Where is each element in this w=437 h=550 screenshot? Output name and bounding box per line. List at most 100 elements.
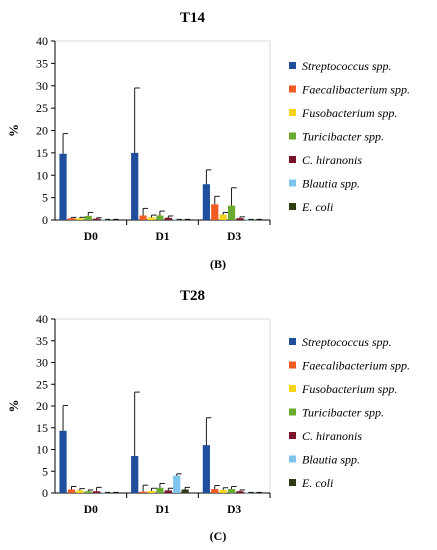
plot-area <box>54 318 271 494</box>
bar-D1-series-2 <box>139 215 147 220</box>
bar-D0-series-6 <box>101 492 109 494</box>
bar-D3-series-2 <box>211 489 219 493</box>
panel-label: (C) <box>210 529 227 543</box>
legend-label: Blautia spp. <box>302 453 360 467</box>
legend-swatch <box>289 132 296 140</box>
y-tick-label: 0 <box>42 213 48 227</box>
x-category-label: D3 <box>227 504 241 516</box>
legend-label: Fusobacterium spp. <box>301 382 397 396</box>
y-tick-label: 25 <box>36 101 48 115</box>
bar-D1-series-7 <box>181 489 189 493</box>
chart-title: T14 <box>180 10 206 26</box>
bar-D3-series-3 <box>219 214 227 220</box>
legend-label: Streptococcus spp. <box>302 59 392 73</box>
bar-D0-series-1 <box>59 153 67 220</box>
legend-swatch <box>289 85 296 93</box>
bar-D0-series-7 <box>109 219 118 221</box>
x-category-label: D1 <box>155 231 169 243</box>
legend-label: Streptococcus spp. <box>302 335 392 349</box>
legend-swatch <box>289 455 296 463</box>
y-tick-label: 20 <box>36 399 48 413</box>
bar-D3-series-5 <box>236 491 244 493</box>
chart-panel-T14: T14 0 5 10 15 20 25 30 35 40% D0 D1 D3 Streptococcus … <box>6 10 410 271</box>
x-category-label: D0 <box>84 231 98 243</box>
bar-D3-series-6 <box>244 219 252 221</box>
x-category-label: D1 <box>155 504 169 516</box>
plot-area <box>54 40 271 221</box>
bar-D0-series-5 <box>93 218 101 220</box>
legend-swatch <box>289 62 296 69</box>
legend-label: Turicibacter spp. <box>302 406 384 420</box>
bar-D1-series-3 <box>147 217 156 220</box>
x-category-label: D3 <box>227 231 241 243</box>
legend-swatch <box>289 408 296 416</box>
y-tick-label: 20 <box>36 124 48 138</box>
bar-D1-series-1 <box>131 456 139 493</box>
bar-D1-series-4 <box>156 215 164 220</box>
legend-swatch <box>289 479 296 486</box>
bar-D3-series-2 <box>211 204 219 220</box>
y-tick-label: 40 <box>36 312 48 326</box>
legend-swatch <box>289 156 296 163</box>
y-tick-label: 40 <box>36 34 48 48</box>
bar-D0-series-4 <box>84 215 92 220</box>
y-axis-label: % <box>6 400 21 413</box>
panel-label: (B) <box>210 257 226 271</box>
chart-panel-T28: T28 0 5 10 15 20 25 30 35 40% D0 D1 D3 Streptococcus … <box>6 288 410 543</box>
legend-label: Faecalibacterium spp. <box>301 83 410 97</box>
y-tick-label: 15 <box>36 146 48 160</box>
y-tick-label: 35 <box>36 334 48 348</box>
y-tick-label: 5 <box>42 464 48 478</box>
bar-D1-series-2 <box>139 491 147 493</box>
bar-D0-series-2 <box>67 218 76 220</box>
legend-label: Blautia spp. <box>302 177 360 191</box>
legend-swatch <box>289 109 296 116</box>
legend-label: Faecalibacterium spp. <box>301 359 410 373</box>
legend-label: C. hiranonis <box>302 429 362 443</box>
bar-D3-series-3 <box>219 489 227 493</box>
bar-D0-series-7 <box>109 492 118 494</box>
y-axis-label: % <box>6 124 21 137</box>
bar-D1-series-7 <box>181 219 189 221</box>
bar-D3-series-6 <box>244 492 252 494</box>
y-tick-label: 5 <box>42 191 48 205</box>
bar-D3-series-7 <box>253 219 261 221</box>
legend-swatch <box>289 432 296 439</box>
bar-D0-series-3 <box>76 490 84 493</box>
legend-label: E. coli <box>301 200 333 214</box>
bar-D1-series-5 <box>164 217 172 220</box>
bar-D3-series-1 <box>202 184 210 220</box>
y-tick-label: 15 <box>36 421 48 435</box>
bar-D0-series-1 <box>59 430 67 493</box>
y-tick-label: 25 <box>36 377 48 391</box>
y-tick-label: 30 <box>36 79 48 93</box>
legend-label: Turicibacter spp. <box>302 130 384 144</box>
bar-D0-series-3 <box>76 218 84 220</box>
bar-D3-series-1 <box>202 445 210 493</box>
legend-label: Fusobacterium spp. <box>301 106 397 120</box>
y-tick-label: 35 <box>36 56 48 70</box>
y-tick-label: 30 <box>36 356 48 370</box>
bar-D1-series-6 <box>173 219 181 221</box>
bar-D3-series-4 <box>227 205 236 220</box>
bar-D0-series-6 <box>101 219 109 221</box>
x-category-label: D0 <box>84 504 98 516</box>
legend-label: C. hiranonis <box>302 153 362 167</box>
y-tick-label: 0 <box>42 486 48 500</box>
legend-label: E. coli <box>301 476 333 490</box>
y-tick-label: 10 <box>36 443 48 457</box>
legend-swatch <box>289 179 296 187</box>
legend-swatch <box>289 361 296 369</box>
bar-D1-series-1 <box>131 152 139 220</box>
legend-swatch <box>289 385 296 392</box>
bar-D3-series-5 <box>236 218 244 220</box>
chart-title: T28 <box>180 288 205 304</box>
legend-swatch <box>289 203 296 210</box>
legend-swatch <box>289 338 296 345</box>
bar-D0-series-4 <box>84 491 92 493</box>
y-tick-label: 10 <box>36 168 48 182</box>
bar-D1-series-6 <box>173 475 181 493</box>
bar-D3-series-7 <box>253 492 261 494</box>
bar-D1-series-4 <box>156 487 164 493</box>
